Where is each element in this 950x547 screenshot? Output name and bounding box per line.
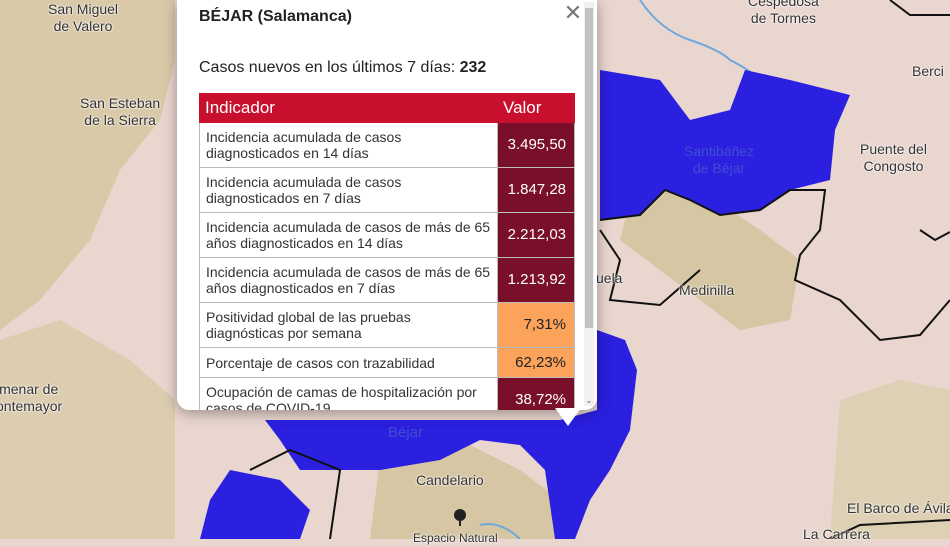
scrollbar-thumb[interactable] xyxy=(585,8,593,328)
new-cases-label: Casos nuevos en los últimos 7 días: xyxy=(199,59,456,76)
terrain-area xyxy=(620,160,800,330)
table-row: Incidencia acumulada de casos de más de … xyxy=(199,212,575,258)
table-row: Positividad global de las pruebas diagnó… xyxy=(199,302,575,348)
place-label-vallejera: uela xyxy=(596,270,623,286)
place-label-puente: Puente del Congosto xyxy=(860,141,927,174)
municipality-santibanez xyxy=(600,70,850,220)
place-label-carrera: La Carrera xyxy=(803,526,870,542)
new-cases-line: Casos nuevos en los últimos 7 días: 232 xyxy=(199,59,486,77)
table-row: Incidencia acumulada de casos diagnostic… xyxy=(199,122,575,168)
terrain-area xyxy=(0,320,175,539)
indicator-value: 1.847,28 xyxy=(497,167,575,213)
indicator-value: 38,72% xyxy=(497,377,575,410)
indicator-label: Incidencia acumulada de casos de más de … xyxy=(199,257,498,303)
table-row: Ocupación de camas de hospitalización po… xyxy=(199,377,575,410)
table-row: Incidencia acumulada de casos de más de … xyxy=(199,257,575,303)
indicator-value: 2.212,03 xyxy=(497,212,575,258)
place-label-san-esteban: San Esteban de la Sierra xyxy=(80,95,161,128)
scroll-down-arrow-icon[interactable]: ⌄ xyxy=(585,396,593,405)
place-label-bejar: Béjar xyxy=(388,424,424,441)
terrain-area xyxy=(0,0,175,330)
table-row: Porcentaje de casos con trazabilidad 62,2… xyxy=(199,347,575,378)
indicator-label: Porcentaje de casos con trazabilidad xyxy=(199,347,498,378)
column-header-value: Valor xyxy=(497,93,575,123)
place-label-candelario: Candelario xyxy=(416,472,484,488)
indicator-label: Positividad global de las pruebas diagnó… xyxy=(199,302,498,348)
place-label-medinilla: Medinilla xyxy=(679,282,735,298)
info-popup: BÉJAR (Salamanca) Casos nuevos en los úl… xyxy=(177,0,597,426)
new-cases-value: 232 xyxy=(459,59,487,76)
indicator-value: 1.213,92 xyxy=(497,257,575,303)
indicator-table: Indicador Valor Incidencia acumulada de … xyxy=(199,93,575,410)
place-label-almenar: lmenar de ontemayor xyxy=(0,381,63,414)
municipal-border xyxy=(889,0,950,16)
tree-icon xyxy=(454,509,466,526)
place-label-san-miguel: San Miguel de Valero xyxy=(48,1,119,34)
indicator-value: 62,23% xyxy=(497,347,575,378)
place-label-berci: Berci xyxy=(912,63,944,79)
popup-content[interactable]: BÉJAR (Salamanca) Casos nuevos en los úl… xyxy=(177,0,582,410)
popup-scrollbar[interactable]: ⌄ xyxy=(584,2,594,406)
indicator-label: Incidencia acumulada de casos de más de … xyxy=(199,212,498,258)
terrain-area xyxy=(370,440,560,539)
municipal-border xyxy=(599,229,701,307)
municipal-border xyxy=(249,448,342,539)
municipality-bejar xyxy=(265,330,637,539)
place-label-barco: El Barco de Ávila xyxy=(847,500,950,516)
municipality-west xyxy=(200,470,310,539)
indicator-value: 3.495,50 xyxy=(497,122,575,168)
indicator-label: Incidencia acumulada de casos diagnostic… xyxy=(199,167,498,213)
place-label-santibanez: Santibáñez de Béjar xyxy=(684,143,755,176)
river xyxy=(479,523,521,539)
table-row: Incidencia acumulada de casos diagnostic… xyxy=(199,167,575,213)
close-button[interactable]: ✕ xyxy=(563,0,583,25)
indicator-label: Ocupación de camas de hospitalización po… xyxy=(199,377,498,410)
column-header-indicator: Indicador xyxy=(199,93,498,123)
popup-tip xyxy=(555,408,581,426)
place-label-cespedosa: Cespedosa de Tormes xyxy=(748,0,819,26)
terrain-area xyxy=(830,380,950,539)
river xyxy=(639,0,761,81)
municipal-border xyxy=(919,229,950,242)
municipal-border xyxy=(599,188,950,342)
municipal-border xyxy=(829,519,950,539)
popup-title: BÉJAR (Salamanca) xyxy=(199,8,352,25)
indicator-label: Incidencia acumulada de casos diagnostic… xyxy=(199,122,498,168)
indicator-value: 7,31% xyxy=(497,302,575,348)
